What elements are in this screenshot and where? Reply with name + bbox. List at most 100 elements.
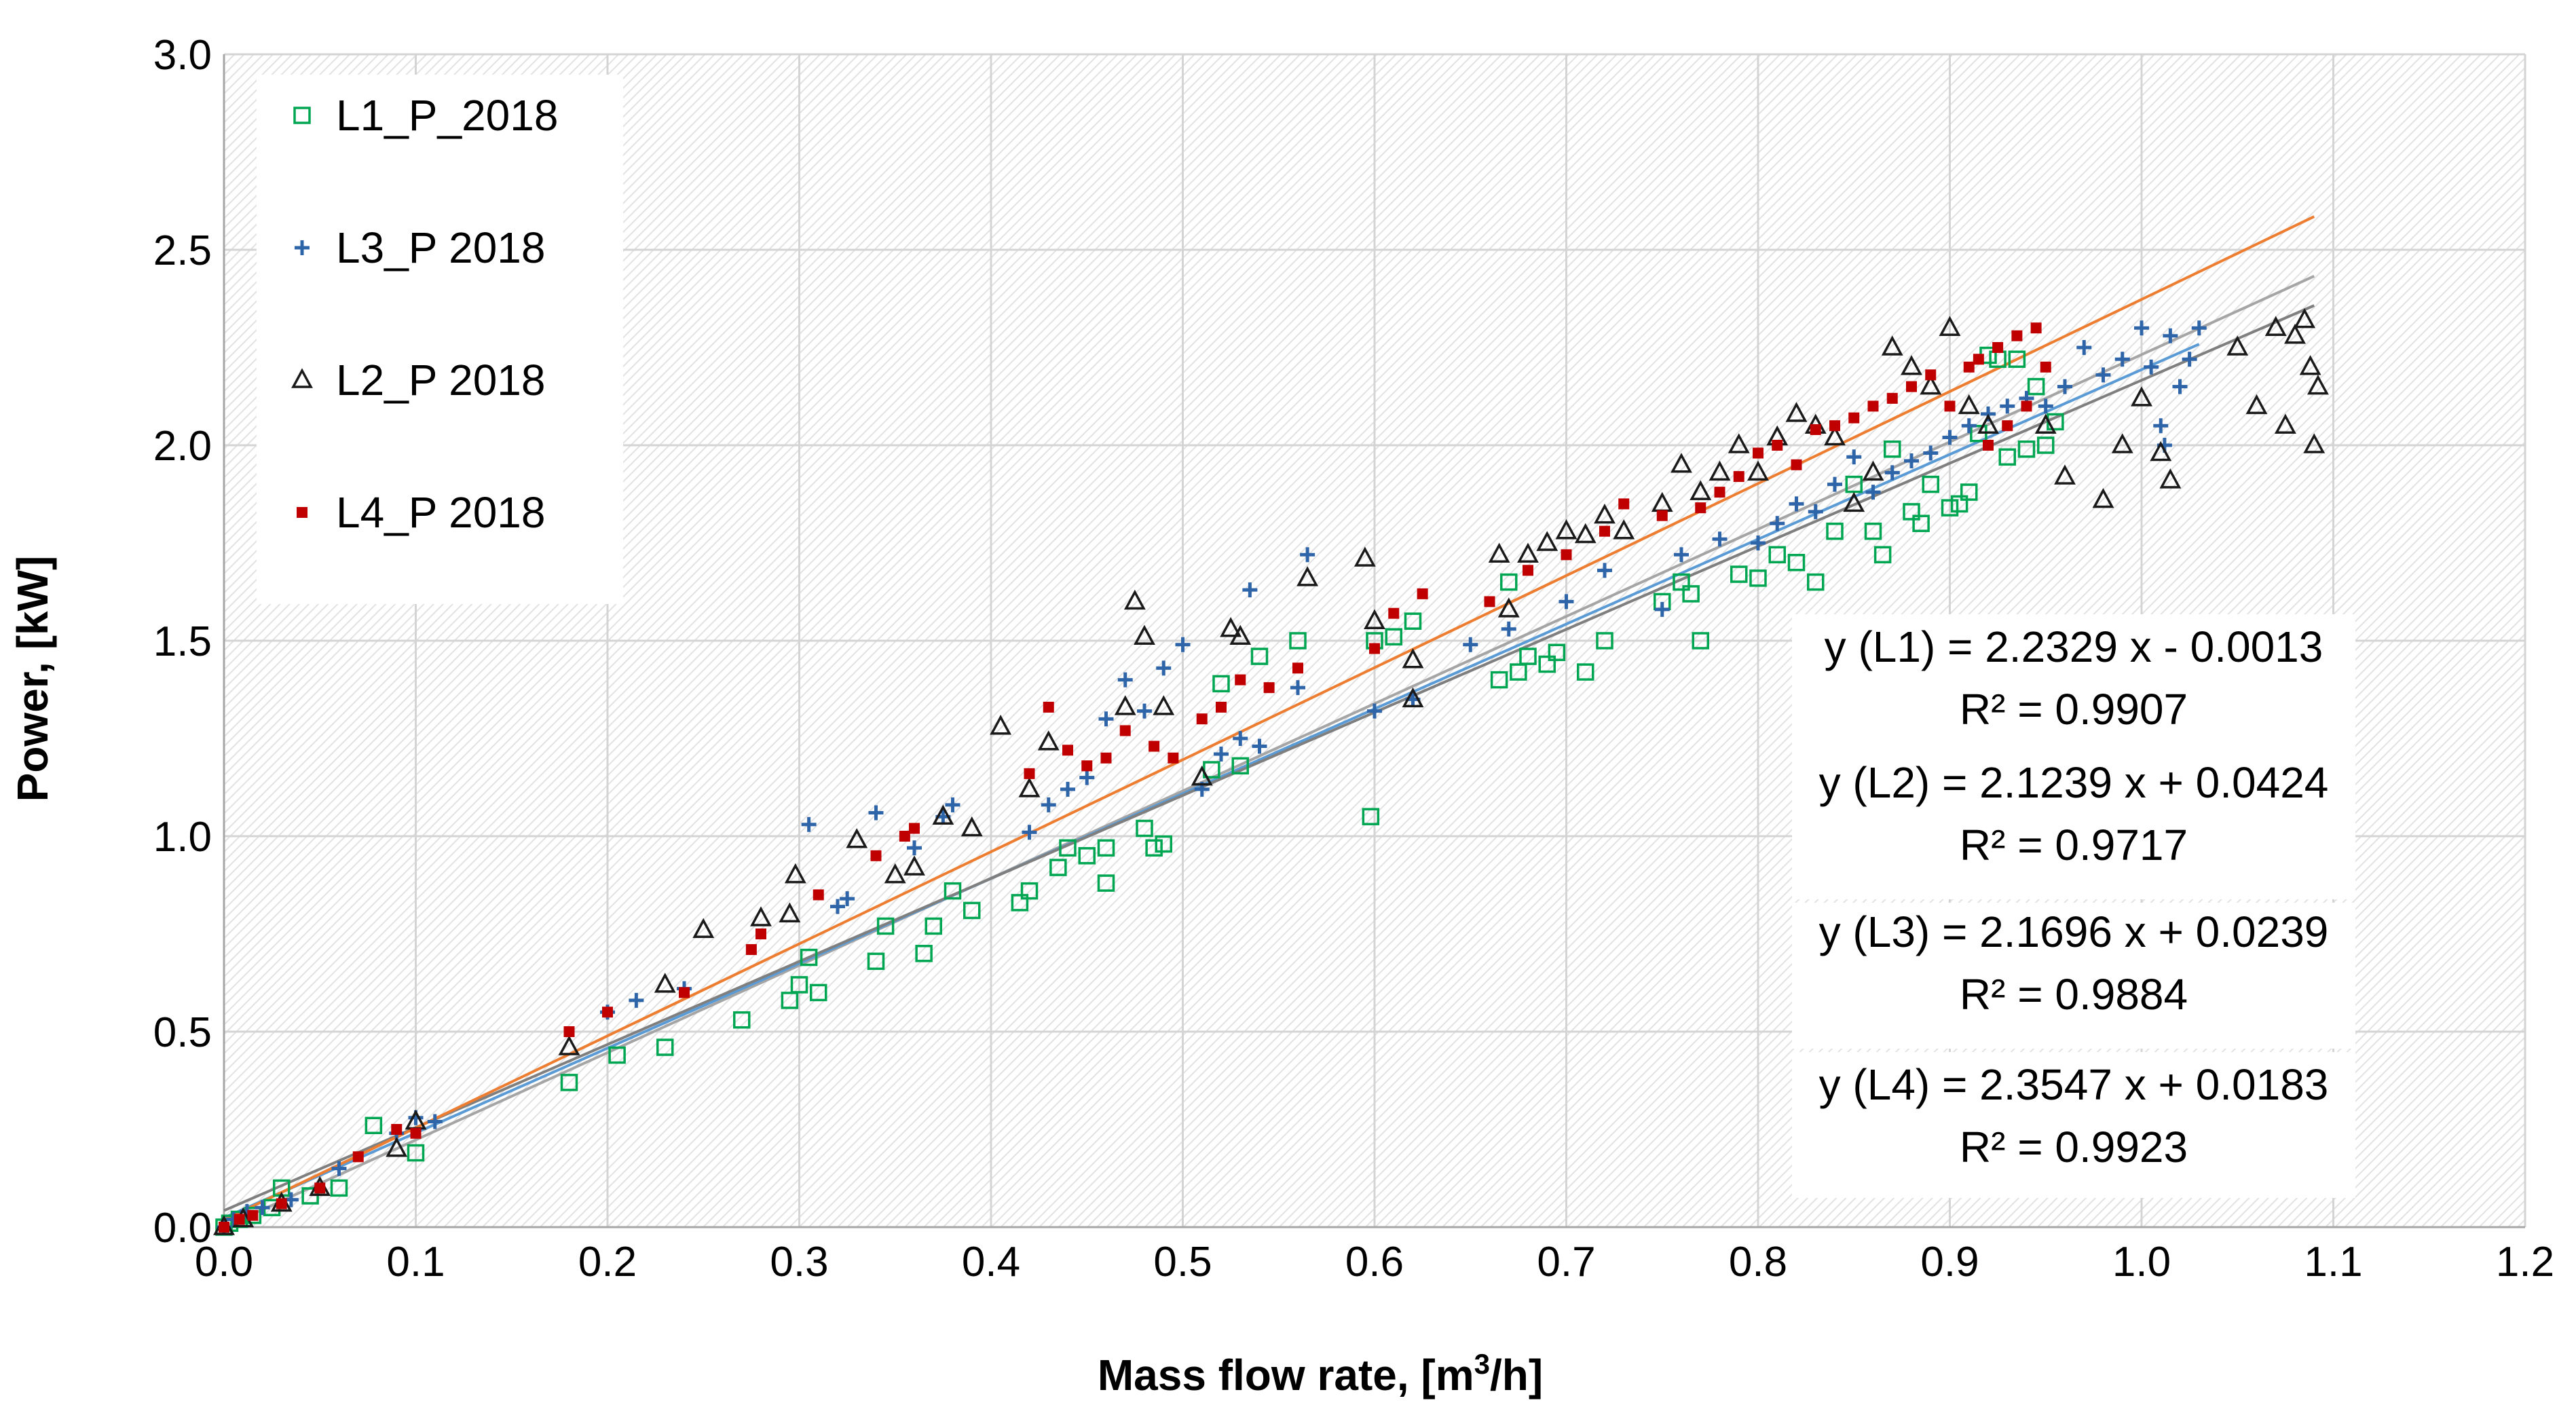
data-point: [1695, 502, 1706, 514]
data-point: [1137, 703, 1152, 719]
data-point: [1941, 499, 1959, 517]
legend-entry-1: L1_P_2018: [293, 91, 558, 140]
data-point: [745, 944, 757, 956]
data-point: [1079, 770, 1095, 785]
data-point: [247, 1209, 259, 1221]
data-point: [1807, 573, 1825, 591]
data-point: [1751, 536, 1766, 550]
data-point: [1062, 745, 1073, 756]
data-point: [1772, 440, 1783, 451]
data-point: [790, 976, 808, 994]
data-point: [1789, 496, 1804, 512]
data-point: [2038, 398, 2053, 414]
data-point: [1555, 519, 1578, 540]
data-point: [1235, 674, 1246, 686]
data-point: [1881, 335, 1903, 356]
data-point: [1886, 392, 1898, 404]
legend-entry-3: L2_P 2018: [291, 356, 545, 405]
y-tick-label: 0.0: [153, 1205, 212, 1252]
data-point: [255, 1200, 270, 1216]
r-squared-label: R² = 0.9884: [1960, 970, 2188, 1019]
data-point: [1712, 531, 1728, 547]
data-point: [1692, 632, 1709, 650]
data-point: [365, 1117, 383, 1134]
data-point: [1848, 412, 1860, 424]
data-point: [1292, 662, 1303, 674]
data-point: [219, 1222, 229, 1233]
data-point: [2002, 420, 2013, 432]
data-point: [909, 823, 920, 834]
data-point: [1597, 563, 1612, 578]
x-axis-title: Mass flow rate, [m3/h]: [1098, 1348, 1543, 1400]
data-point: [2226, 335, 2249, 356]
data-point: [2159, 468, 2182, 489]
x-axis-title-main: Mass flow rate, [m: [1098, 1351, 1474, 1400]
data-point: [331, 1161, 347, 1176]
data-point: [1168, 752, 1179, 764]
data-point: [692, 918, 715, 938]
data-point: [2040, 361, 2051, 373]
data-point: [1983, 440, 1994, 451]
data-point: [1656, 510, 1668, 521]
data-point: [2008, 350, 2026, 369]
data-point: [1059, 839, 1077, 857]
data-point: [1992, 342, 2004, 353]
data-point: [1864, 522, 1882, 540]
data-point: [1404, 612, 1422, 630]
data-point: [1388, 607, 1400, 619]
legend-entry-2: L3_P 2018: [295, 223, 545, 272]
r-squared-label: R² = 0.9923: [1960, 1123, 2188, 1171]
data-point: [1903, 503, 1920, 521]
data-point: [870, 850, 882, 861]
data-point: [2034, 413, 2057, 434]
data-point: [1730, 565, 1748, 583]
data-point: [560, 1074, 578, 1091]
data-point: [427, 1114, 443, 1129]
data-point: [1884, 465, 1900, 481]
data-point: [1242, 582, 1258, 598]
data-point: [2021, 400, 2032, 412]
data-point: [2114, 352, 2130, 367]
data-point: [1785, 402, 1808, 422]
y-axis-title: Power, [kW]: [8, 556, 57, 802]
data-point: [1682, 585, 1700, 603]
x-tick-label: 1.2: [2496, 1239, 2554, 1286]
data-point: [1749, 569, 1767, 587]
data-point: [407, 1144, 425, 1162]
data-point: [876, 917, 895, 935]
data-point: [1136, 819, 1153, 838]
data-point: [801, 817, 817, 832]
data-point: [1884, 440, 1901, 458]
y-tick-label: 1.5: [153, 618, 212, 665]
data-point: [813, 889, 824, 901]
data-point: [1011, 894, 1029, 912]
data-point: [608, 1046, 626, 1064]
legend: L1_P_2018 L3_P 2018 L2_P 2018 L4_P 2018: [257, 75, 623, 604]
data-point: [386, 1137, 408, 1157]
x-axis-title-sup: 3: [1474, 1348, 1490, 1380]
data-point: [1826, 522, 1844, 540]
legend-entry-4: L4_P 2018: [297, 488, 545, 537]
data-point: [1060, 781, 1075, 797]
data-point: [1733, 471, 1744, 483]
data-point: [915, 945, 933, 962]
y-tick-label: 1.0: [153, 814, 212, 861]
data-point: [963, 901, 981, 920]
trendline-equations: y (L1) = 2.2329 x - 0.0013 R² = 0.9907 y (…: [1792, 614, 2355, 1198]
data-point: [1670, 453, 1692, 473]
data-point: [2076, 340, 2092, 355]
r-squared-label: R² = 0.9717: [1960, 821, 2188, 869]
data-point: [1037, 730, 1060, 751]
data-point: [1613, 519, 1635, 540]
data-point: [2307, 374, 2329, 395]
data-point: [2294, 308, 2316, 329]
data-point: [410, 1127, 422, 1139]
data-point: [840, 891, 855, 907]
data-point: [2264, 316, 2287, 336]
data-point: [1114, 695, 1136, 715]
legend-box: [257, 75, 623, 604]
data-point: [2245, 394, 2268, 415]
data-point: [800, 948, 818, 967]
data-point: [2111, 433, 2133, 453]
data-point: [1791, 459, 1802, 470]
